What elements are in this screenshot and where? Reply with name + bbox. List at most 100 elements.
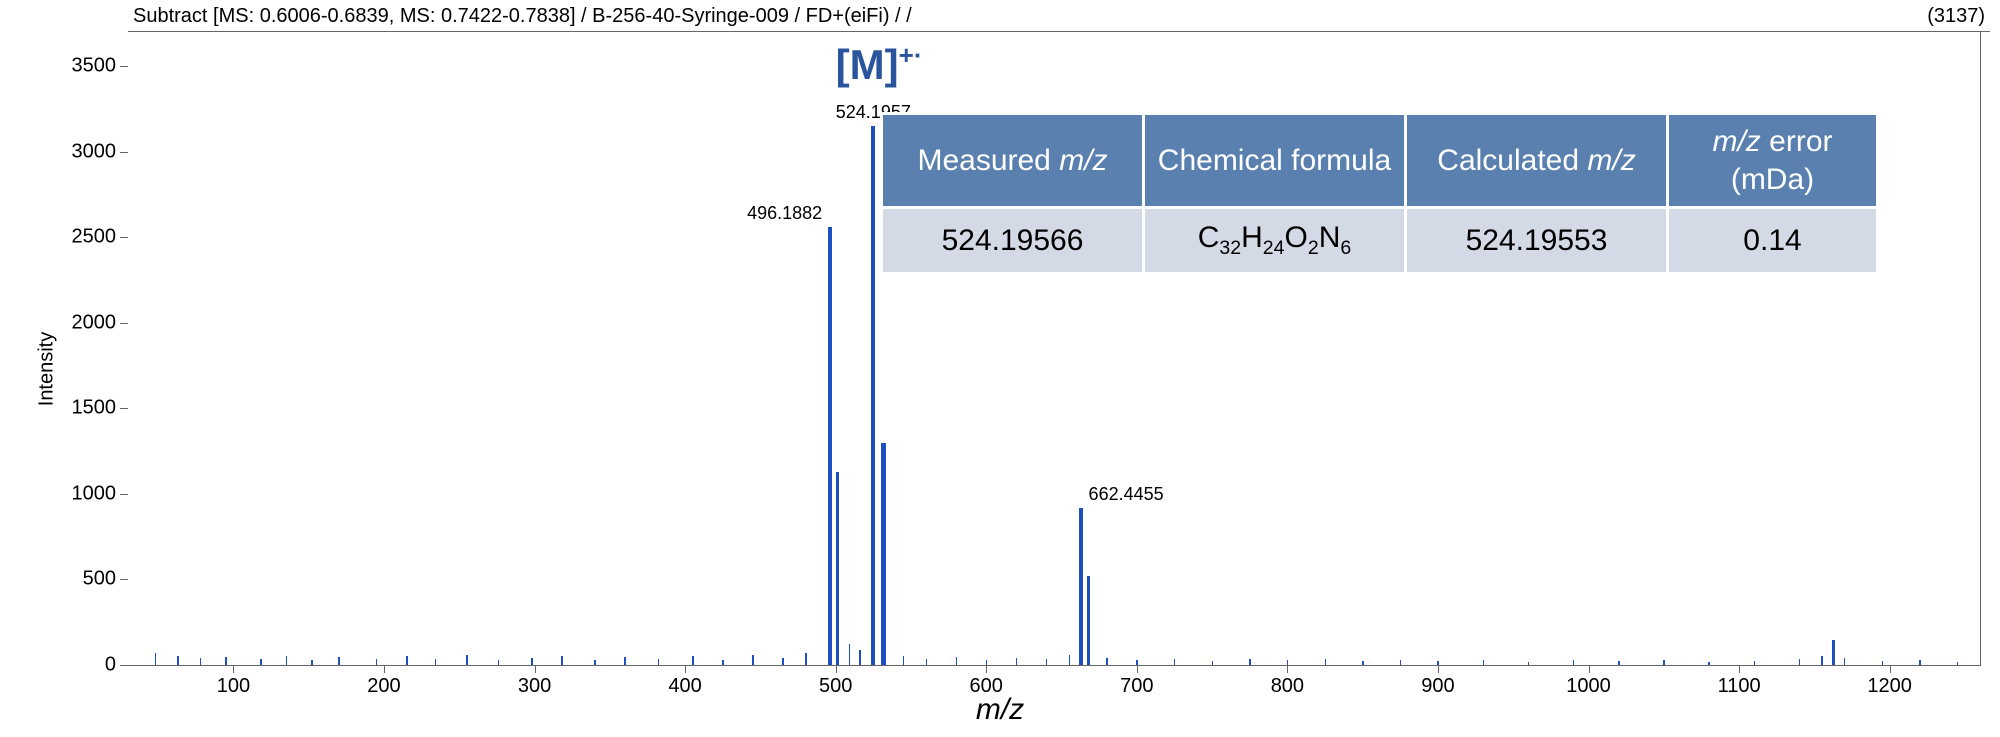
table-header-cell: Measured m/z bbox=[882, 114, 1144, 208]
noise-peak bbox=[1069, 655, 1071, 665]
x-axis-label: m/z bbox=[976, 693, 1024, 727]
noise-peak bbox=[1016, 658, 1018, 665]
spectrum-peak bbox=[1087, 576, 1090, 665]
x-tick bbox=[986, 665, 987, 673]
x-tick bbox=[1890, 665, 1891, 673]
x-tick bbox=[535, 665, 536, 673]
y-tick-label: 3500 bbox=[56, 55, 116, 78]
y-tick bbox=[120, 323, 128, 324]
noise-peak bbox=[1249, 659, 1251, 665]
x-tick bbox=[1739, 665, 1740, 673]
x-tick-label: 1000 bbox=[1566, 675, 1611, 698]
table-cell: C32H24O2N6 bbox=[1144, 208, 1406, 274]
y-tick-label: 2000 bbox=[56, 311, 116, 334]
noise-peak bbox=[376, 659, 378, 666]
noise-peak bbox=[849, 644, 851, 665]
noise-peak bbox=[466, 655, 468, 665]
y-tick bbox=[120, 237, 128, 238]
noise-peak bbox=[1882, 661, 1884, 665]
noise-peak bbox=[752, 655, 754, 665]
noise-peak bbox=[722, 660, 724, 665]
x-tick-label: 900 bbox=[1421, 675, 1454, 698]
noise-peak bbox=[1483, 660, 1485, 665]
x-tick bbox=[1137, 665, 1138, 673]
spectrum-scan-count: (3137) bbox=[1927, 5, 1985, 28]
y-tick-label: 1500 bbox=[56, 397, 116, 420]
noise-peak bbox=[805, 653, 807, 665]
x-tick-label: 1100 bbox=[1718, 675, 1761, 698]
noise-peak bbox=[1106, 658, 1108, 665]
noise-peak bbox=[1212, 661, 1214, 665]
x-tick-label: 1200 bbox=[1867, 675, 1912, 698]
noise-peak bbox=[1400, 660, 1402, 665]
noise-peak bbox=[1799, 659, 1801, 665]
table-cell: 0.14 bbox=[1668, 208, 1878, 274]
x-tick-label: 300 bbox=[518, 675, 551, 698]
noise-peak bbox=[155, 653, 157, 665]
noise-peak bbox=[1754, 661, 1756, 665]
spectrum-peak bbox=[836, 472, 839, 665]
y-tick bbox=[120, 66, 128, 67]
noise-peak bbox=[1821, 656, 1823, 665]
noise-peak bbox=[1287, 660, 1289, 665]
x-tick bbox=[1438, 665, 1439, 673]
y-tick-label: 3000 bbox=[56, 140, 116, 163]
noise-peak bbox=[561, 656, 563, 665]
spectrum-title: Subtract [MS: 0.6006-0.6839, MS: 0.7422-… bbox=[133, 5, 912, 28]
noise-peak bbox=[498, 660, 500, 665]
x-tick bbox=[233, 665, 234, 673]
table-header-cell: Calculated m/z bbox=[1406, 114, 1668, 208]
noise-peak bbox=[311, 660, 313, 665]
noise-peak bbox=[986, 660, 988, 665]
x-tick-label: 400 bbox=[668, 675, 701, 698]
noise-peak bbox=[1663, 660, 1665, 665]
table-header-cell: m/z error (mDa) bbox=[1668, 114, 1878, 208]
noise-peak bbox=[1618, 661, 1620, 665]
y-axis-label: Intensity bbox=[36, 331, 59, 405]
noise-peak bbox=[859, 650, 861, 665]
noise-peak bbox=[903, 656, 905, 665]
y-tick bbox=[120, 494, 128, 495]
x-tick-label: 200 bbox=[367, 675, 400, 698]
table-cell: 524.19566 bbox=[882, 208, 1144, 274]
table-row: 524.19566C32H24O2N6524.195530.14 bbox=[882, 208, 1878, 274]
noise-peak bbox=[200, 658, 202, 665]
x-tick-label: 500 bbox=[819, 675, 852, 698]
noise-peak bbox=[1325, 659, 1327, 665]
mass-accuracy-table: Measured m/zChemical formulaCalculated m… bbox=[880, 112, 1879, 275]
noise-peak bbox=[926, 659, 928, 666]
noise-peak bbox=[692, 656, 694, 665]
noise-peak bbox=[782, 658, 784, 665]
noise-peak bbox=[1919, 660, 1921, 665]
x-tick bbox=[685, 665, 686, 673]
y-tick bbox=[120, 579, 128, 580]
x-tick bbox=[836, 665, 837, 673]
noise-peak bbox=[624, 657, 626, 665]
y-tick-label: 1000 bbox=[56, 482, 116, 505]
noise-peak bbox=[1573, 660, 1575, 665]
spectrum-peak bbox=[1832, 640, 1835, 665]
noise-peak bbox=[1136, 660, 1138, 665]
x-tick-label: 800 bbox=[1271, 675, 1304, 698]
x-tick bbox=[1589, 665, 1590, 673]
noise-peak bbox=[531, 658, 533, 665]
molecular-ion-label: [M]+· bbox=[836, 40, 923, 89]
noise-peak bbox=[1437, 661, 1439, 665]
noise-peak bbox=[1174, 659, 1176, 666]
y-tick-label: 500 bbox=[56, 568, 116, 591]
y-tick bbox=[120, 152, 128, 153]
noise-peak bbox=[956, 657, 958, 665]
y-tick-label: 2500 bbox=[56, 226, 116, 249]
spectrum-peak bbox=[828, 227, 832, 665]
spectrum-peak bbox=[871, 126, 875, 665]
y-tick bbox=[120, 665, 128, 666]
x-tick bbox=[384, 665, 385, 673]
y-tick bbox=[120, 408, 128, 409]
spectrum-peak bbox=[1079, 508, 1083, 665]
x-tick-label: 100 bbox=[217, 675, 250, 698]
noise-peak bbox=[594, 660, 596, 665]
noise-peak bbox=[435, 659, 437, 665]
x-tick bbox=[1287, 665, 1288, 673]
noise-peak bbox=[177, 656, 179, 665]
noise-peak bbox=[1708, 662, 1710, 665]
